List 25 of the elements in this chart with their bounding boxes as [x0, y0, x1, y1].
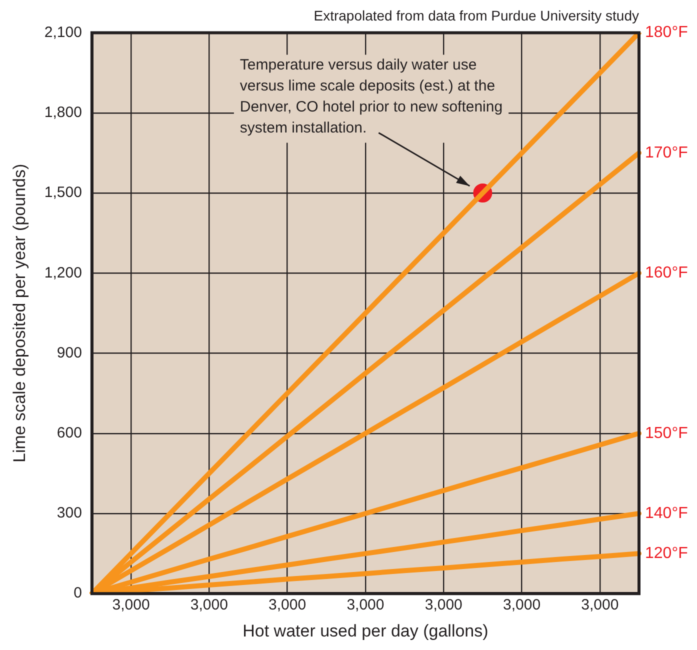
- y-tick-label: 900: [56, 344, 82, 362]
- y-tick-label: 1,500: [44, 184, 82, 202]
- series-label: 150°F: [645, 424, 688, 442]
- y-tick-label: 1,200: [44, 264, 82, 282]
- y-tick-label: 0: [74, 584, 82, 602]
- series-label: 160°F: [645, 264, 688, 282]
- series-label: 120°F: [645, 544, 688, 562]
- x-tick-label: 3,000: [503, 596, 541, 614]
- series-label: 140°F: [645, 504, 688, 522]
- y-axis-title: Lime scale deposited per year (pounds): [10, 164, 29, 463]
- x-tick-label: 3,000: [581, 596, 619, 614]
- y-tick-label: 2,100: [44, 24, 82, 41]
- x-tick-label: 3,000: [190, 596, 228, 614]
- series-label: 180°F: [645, 24, 688, 42]
- x-tick-label: 3,000: [268, 596, 306, 614]
- annotation: Temperature versus daily water use versus lime scale deposits (est.) at the Denver, CO hotel prior to new softening system installation.: [240, 56, 503, 136]
- x-tick-label: 3,000: [424, 596, 462, 614]
- y-tick-label: 300: [56, 504, 82, 522]
- x-axis-title: Hot water used per day (gallons): [242, 621, 488, 640]
- chart-title: Extrapolated from data from Purdue University study: [314, 7, 639, 24]
- x-tick-label: 3,000: [112, 596, 150, 614]
- series-label: 170°F: [645, 144, 688, 162]
- y-tick-label: 1,800: [44, 104, 82, 122]
- y-tick-label: 600: [56, 424, 82, 442]
- x-tick-label: 3,000: [346, 596, 384, 614]
